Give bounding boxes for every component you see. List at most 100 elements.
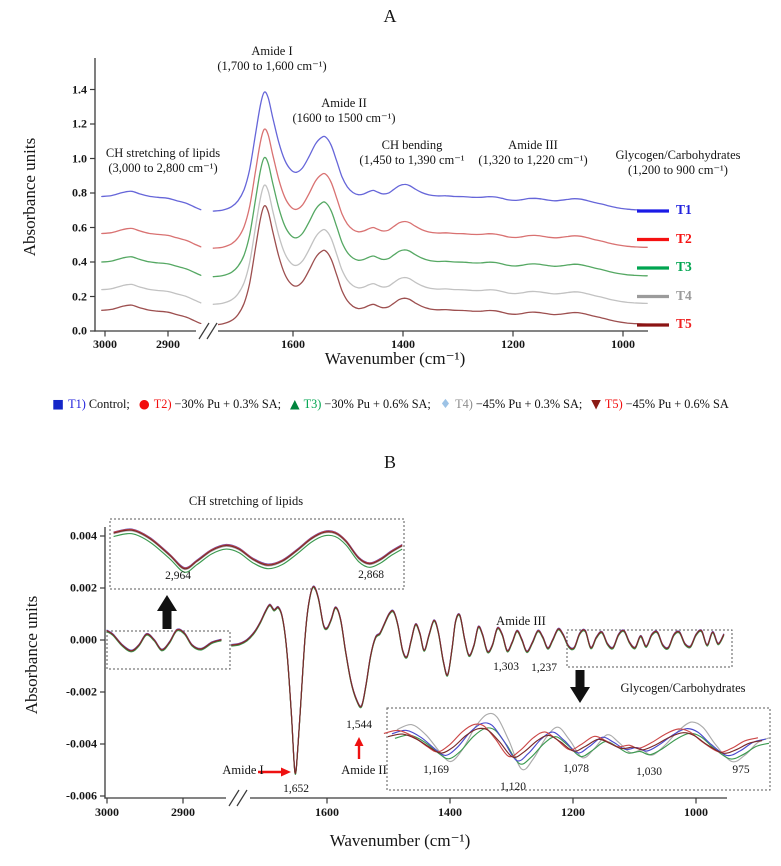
curve-T3	[101, 256, 202, 276]
curve-T4	[101, 283, 202, 304]
panel-a-x-tick-label: 1200	[501, 337, 525, 351]
band-label-1030: 1,030	[636, 766, 662, 778]
glycogen-inset-curves	[383, 712, 772, 771]
curve-b-T3	[106, 629, 222, 653]
annotation-ch-stretching-name: CH stretching of lipids	[105, 146, 221, 160]
curve-b-T5	[231, 586, 725, 775]
treatment-description: −45% Pu + 0.3% SA;	[475, 397, 583, 411]
panel-a-title: A	[383, 6, 397, 26]
annotation-ch-stretching-range: (3,000 to 2,800 cm⁻¹)	[108, 161, 218, 175]
panel-b-x-axis-title: Wavenumber (cm⁻¹)	[329, 831, 471, 850]
panel-b-y-tick-label: 0.004	[70, 528, 97, 543]
inset-bottom-curve-T3	[394, 727, 770, 765]
annotation-amide-3: Amide III (1,320 to 1,220 cm⁻¹)	[478, 138, 587, 168]
band-label-1544: 1,544	[346, 719, 372, 731]
panel-b-axes	[104, 527, 727, 799]
panel-a-y-tick-label: 1.4	[72, 82, 87, 96]
curve-T5	[212, 205, 648, 326]
treatment-legend-item-2: ● T2) −30% Pu + 0.3% SA;	[139, 396, 281, 412]
panel-a-y-tick-label: 0.4	[72, 254, 87, 269]
red-right-arrow-icon	[281, 767, 291, 777]
treatment-code: T4)	[455, 397, 473, 411]
curve-b-T2	[231, 585, 725, 774]
panel-b-amide-1-label: Amide I	[222, 763, 264, 777]
panel-a-x-tick-label: 1600	[281, 337, 305, 351]
panel-b-axis-break-icon	[226, 789, 250, 807]
treatment-legend-item-5: ▼ T5) −45% Pu + 0.6% SA	[591, 396, 728, 412]
panel-b-y-axis-title: Absorbance units	[22, 595, 41, 715]
panel-a-y-axis-title: Absorbance units	[20, 137, 39, 257]
annotation-glycogen-name: Glycogen/Carbohydrates	[615, 148, 741, 162]
panel-b-x-tick-label: 2900	[171, 805, 195, 819]
down-arrow-icon	[570, 670, 590, 703]
curve-T3	[212, 156, 648, 278]
annotation-amide-2: Amide II (1600 to 1500 cm⁻¹)	[292, 96, 395, 126]
curve-T1	[101, 190, 202, 211]
treatment-code: T1)	[68, 397, 86, 411]
panel-b-y-tick-label: -0.006	[66, 788, 97, 803]
annotation-glycogen-range: (1,200 to 900 cm⁻¹)	[628, 163, 728, 177]
panel-a-x-axis-title: Wavenumber (cm⁻¹)	[324, 349, 466, 368]
panel-a-x-tick-label: 3000	[93, 337, 117, 351]
treatment-description: −30% Pu + 0.3% SA;	[174, 397, 281, 411]
annotation-amide-3-name: Amide III	[508, 138, 558, 152]
panel-a-y-tick-label: 0.6	[72, 220, 87, 234]
panel-b-amide-2-label: Amide II	[341, 763, 387, 777]
band-label-1120: 1,120	[500, 781, 526, 793]
legend-a-label-T1: T1	[676, 202, 692, 217]
panel-a-axes	[94, 58, 648, 332]
treatment-symbol-icon: ●	[138, 396, 150, 411]
panel-b-x-tick-label: 1200	[561, 805, 585, 819]
panel-b-ticks	[100, 535, 697, 804]
panel-a-curves	[101, 91, 648, 326]
curve-T2	[212, 128, 648, 249]
curve-T1	[212, 91, 648, 212]
band-label-2964: 2,964	[165, 570, 191, 582]
annotation-amide-3-range: (1,320 to 1,220 cm⁻¹)	[478, 153, 588, 167]
inset-top-curve-T5	[113, 529, 403, 570]
treatment-symbol-icon: ■	[52, 396, 65, 411]
treatment-description: −45% Pu + 0.6% SA	[625, 397, 729, 411]
band-label-1078: 1,078	[563, 763, 589, 775]
band-label-1652: 1,652	[283, 783, 309, 795]
panel-b-y-tick-label: -0.002	[66, 684, 97, 699]
annotation-ch-bending-name: CH bending	[381, 138, 443, 152]
legend-a-label-T5: T5	[676, 316, 692, 331]
curve-b-T5	[106, 629, 222, 652]
curve-b-T1	[231, 585, 725, 774]
panel-a-x-tick-label: 1000	[611, 337, 635, 351]
curve-T2	[101, 227, 202, 248]
annotation-amide-2-name: Amide II	[321, 96, 367, 110]
annotation-ch-stretching: CH stretching of lipids (3,000 to 2,800 …	[106, 146, 220, 176]
treatment-legend-item-3: ▲ T3) −30% Pu + 0.6% SA;	[290, 396, 431, 412]
treatment-description: −30% Pu + 0.6% SA;	[324, 397, 431, 411]
panel-a-axis-break-icon	[196, 322, 218, 340]
panel-a-y-tick-label: 0.8	[72, 185, 87, 200]
treatment-symbol-icon: ♦	[439, 396, 452, 411]
ch-region-highlight-box	[106, 630, 231, 670]
legend-a-label-T4: T4	[676, 287, 692, 303]
panel-a-x-tick-label: 2900	[156, 337, 180, 351]
panel-a-y-tick-label: 0.0	[72, 323, 87, 338]
inset-bottom-label: Glycogen/Carbohydrates	[620, 681, 746, 695]
inset-top-curve-T3	[113, 532, 403, 573]
annotation-ch-bending: CH bending (1,450 to 1,390 cm⁻¹	[359, 138, 464, 168]
red-up-arrow-icon	[354, 737, 364, 746]
inset-bottom-curve-T5	[387, 727, 763, 758]
legend-a-label-T3: T3	[676, 259, 692, 274]
panel-a-legend-swatches	[637, 209, 669, 327]
treatment-legend: ■ T1) Control; ● T2) −30% Pu + 0.3% SA; ▲ T3) −3…	[0, 396, 781, 412]
treatment-symbol-icon: ▲	[290, 396, 300, 411]
inset-top-curve-T4	[113, 530, 403, 571]
panel-a-ticks	[90, 88, 624, 337]
panel-b-curves	[106, 585, 725, 775]
annotation-amide-1-range: (1,700 to 1,600 cm⁻¹)	[217, 59, 327, 73]
panel-a-y-tick-label: 1.2	[72, 116, 87, 131]
panel-b-y-tick-label: 0.000	[70, 632, 97, 647]
panel-b-title: B	[383, 452, 397, 472]
ch-stretching-inset-curves	[113, 528, 403, 573]
annotation-ch-bending-range: (1,450 to 1,390 cm⁻¹	[359, 153, 465, 167]
treatment-legend-item-1: ■ T1) Control;	[52, 396, 130, 412]
treatment-legend-item-4: ♦ T4) −45% Pu + 0.3% SA;	[440, 396, 582, 412]
